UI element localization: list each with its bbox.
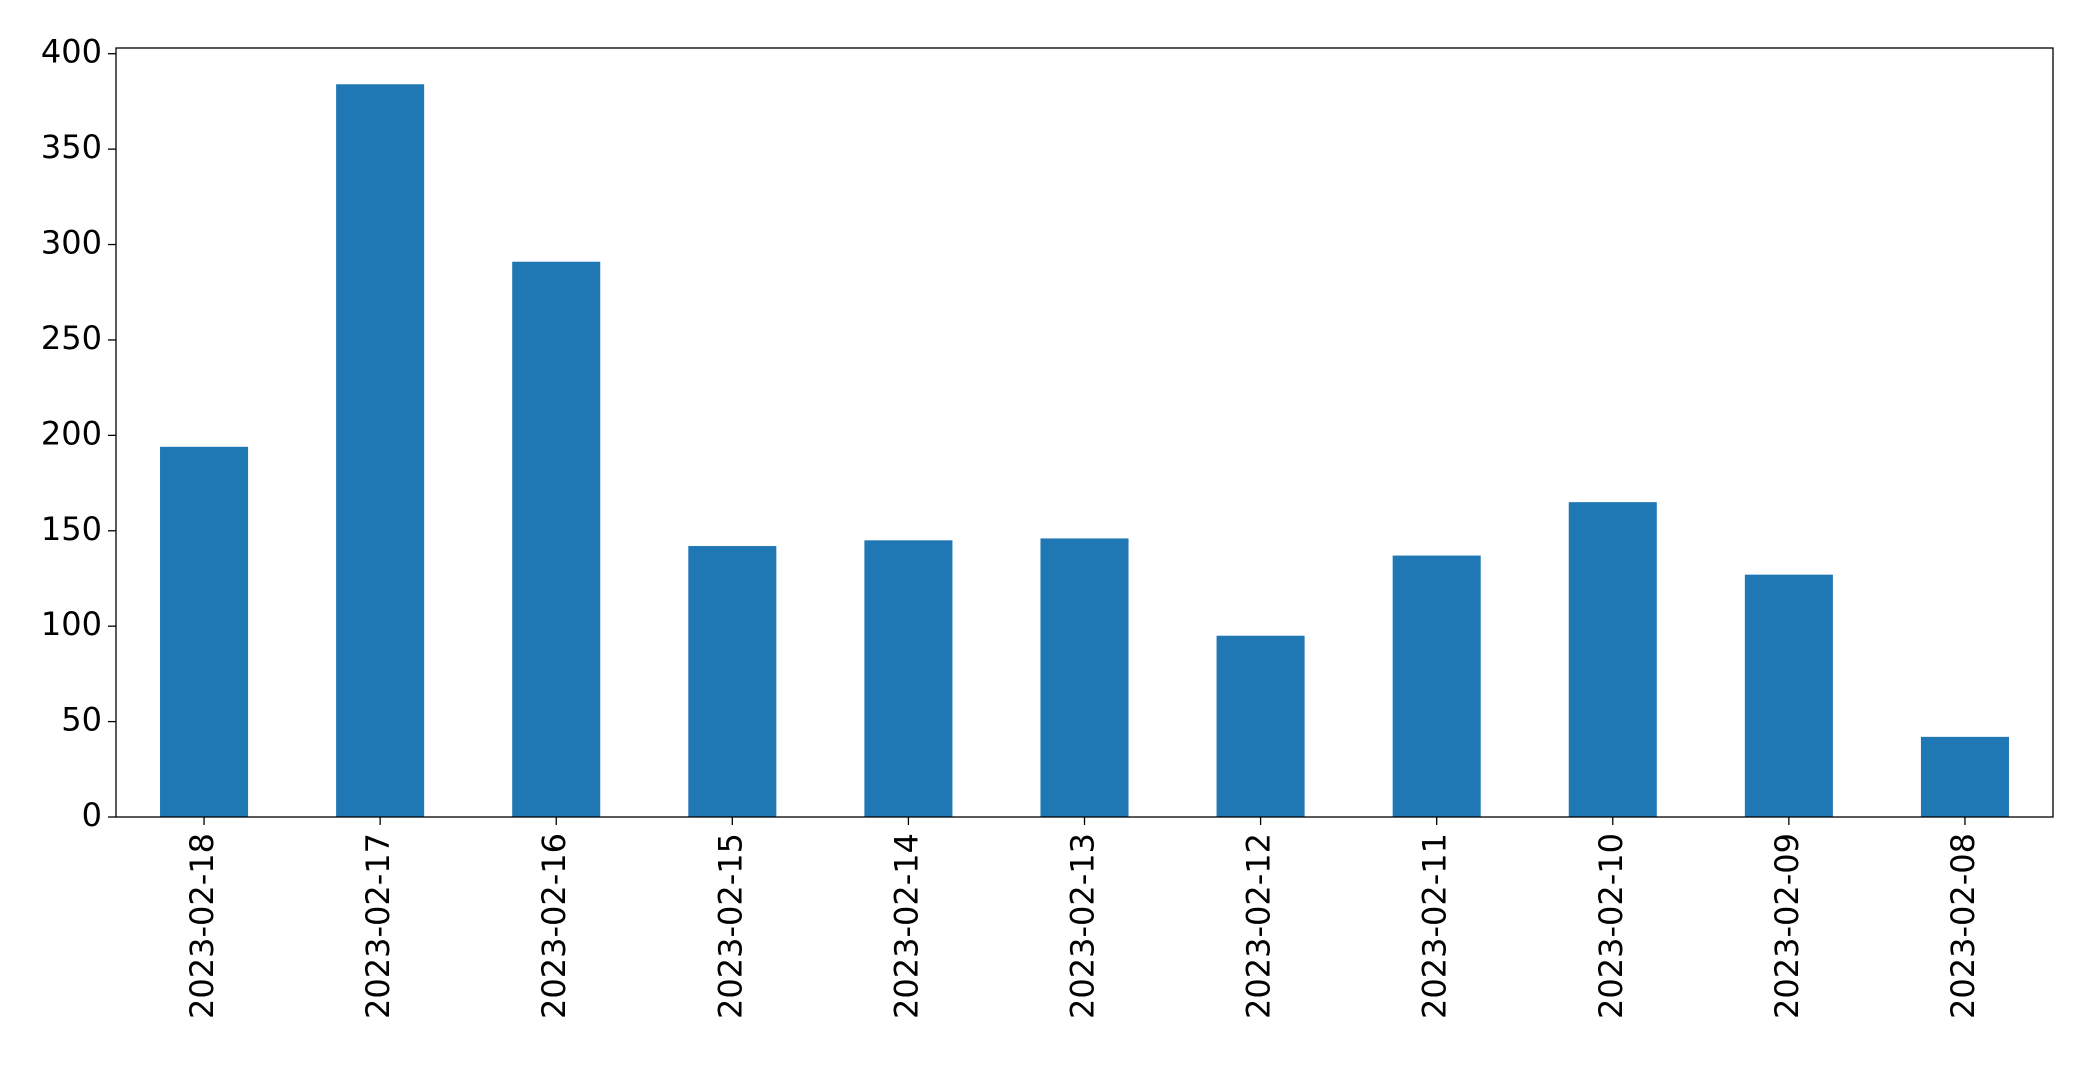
x-tick-label: 2023-02-09 (1768, 833, 1806, 1019)
bar (1040, 538, 1129, 817)
x-tick-label: 2023-02-08 (1944, 833, 1982, 1019)
x-tick-label: 2023-02-16 (535, 833, 573, 1019)
bar (1216, 635, 1305, 817)
bar (160, 446, 249, 817)
bar (864, 540, 953, 817)
x-tick-label: 2023-02-11 (1416, 833, 1454, 1019)
y-tick-label: 200 (41, 414, 102, 452)
y-tick-label: 300 (41, 224, 102, 262)
y-tick-label: 50 (61, 701, 102, 739)
bar (512, 261, 601, 817)
bar (1744, 574, 1833, 817)
bar (1920, 736, 2009, 817)
x-tick-label: 2023-02-17 (359, 833, 397, 1019)
y-tick-label: 0 (82, 796, 102, 834)
x-tick-label: 2023-02-12 (1240, 833, 1278, 1019)
y-tick-label: 400 (41, 33, 102, 71)
x-tick-label: 2023-02-14 (887, 833, 925, 1019)
x-tick-label: 2023-02-15 (711, 833, 749, 1019)
bar (336, 84, 425, 817)
x-tick-label: 2023-02-18 (183, 833, 221, 1019)
y-tick-label: 250 (41, 319, 102, 357)
bar (1568, 502, 1657, 817)
y-tick-label: 150 (41, 510, 102, 548)
x-tick-label: 2023-02-13 (1064, 833, 1102, 1019)
x-tick-label: 2023-02-10 (1592, 833, 1630, 1019)
y-tick-label: 350 (41, 128, 102, 166)
bar (688, 546, 777, 817)
y-tick-label: 100 (41, 605, 102, 643)
plot-frame (115, 47, 2054, 818)
bar (1392, 555, 1481, 817)
